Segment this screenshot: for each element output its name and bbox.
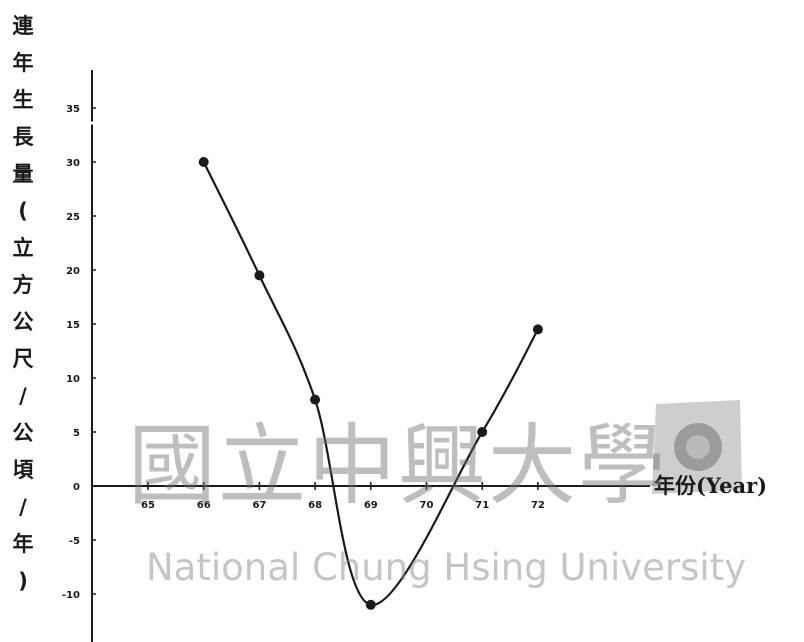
y-tick-label: 10	[66, 374, 80, 385]
y-axis-label-char: 立	[12, 236, 34, 260]
y-tick-label: 30	[66, 158, 80, 169]
y-axis-label-char: 連	[12, 14, 34, 38]
y-axis-label: 連年生長量(立方公尺 / 公頃 / 年)	[6, 8, 40, 600]
x-tick-label: 71	[475, 500, 489, 511]
y-axis-label-char: )	[18, 569, 28, 593]
watermark-english: National Chung Hsing University	[146, 546, 747, 589]
x-axis-label: 年份(Year)	[654, 473, 768, 498]
y-axis-label-char: 公	[12, 310, 34, 334]
data-point	[310, 394, 321, 405]
x-tick-label: 66	[197, 500, 211, 511]
y-tick-label: -5	[69, 536, 80, 547]
x-ticks: 65 66 67 68 69 70 71 72	[141, 482, 545, 511]
y-axis-label-char: 年	[12, 51, 34, 75]
x-tick-label: 72	[531, 500, 545, 511]
y-tick-label: -10	[62, 590, 80, 601]
watermark-logo	[652, 400, 742, 494]
y-axis-label-char: (	[18, 199, 28, 223]
y-axis-label-char: 量	[12, 162, 34, 186]
data-points	[198, 157, 543, 610]
x-tick-label: 68	[308, 500, 322, 511]
data-point	[532, 324, 543, 335]
y-tick-label: 0	[73, 482, 80, 493]
y-tick-label: 25	[66, 212, 80, 223]
data-point	[198, 157, 209, 167]
y-axis-label-char: 生	[12, 88, 34, 112]
x-tick-label: 70	[420, 500, 434, 511]
y-axis-label-char: 公	[12, 421, 34, 445]
watermark-chinese: 國立中興大學	[128, 414, 669, 517]
x-tick-label: 65	[141, 500, 155, 511]
y-axis-label-char: 方	[12, 273, 34, 297]
series-line	[202, 161, 539, 606]
x-tick-label: 67	[252, 500, 266, 511]
y-tick-label: 15	[66, 320, 80, 331]
data-point	[365, 599, 376, 610]
y-axis-label-char: /	[19, 495, 27, 519]
y-tick-label: 5	[73, 428, 80, 439]
y-axis-label-char: 尺	[12, 347, 34, 371]
y-axis-label-char: /	[19, 384, 27, 408]
x-tick-label: 69	[364, 500, 378, 511]
y-axis-label-char: 長	[12, 125, 34, 149]
y-axis-label-char: 年	[12, 532, 34, 556]
data-point	[254, 270, 265, 281]
data-point	[477, 427, 488, 437]
y-axis-label-char: 頃	[12, 458, 34, 482]
y-tick-label: 20	[66, 266, 80, 277]
y-tick-label: 35	[66, 104, 80, 115]
y-ticks: 35 30 25 20 15 10 5 0 -5 -10	[62, 104, 96, 601]
